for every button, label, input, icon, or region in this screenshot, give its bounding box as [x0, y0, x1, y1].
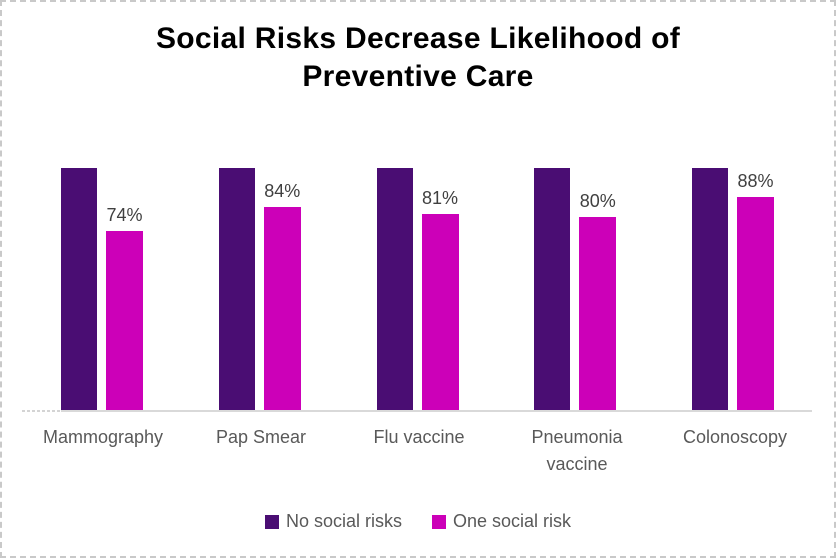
legend-item-no-social-risks: No social risks — [264, 511, 402, 532]
bar-group-mammography: 74% — [61, 168, 143, 411]
chart-title-line-1: Social Risks Decrease Likelihood of — [155, 22, 681, 55]
bar-one-social-risk-colonoscopy: 88% — [737, 171, 774, 411]
category-axis-labels: Mammography Pap Smear Flu vaccine Pneumonia… — [27, 424, 811, 478]
bar-no-social-risks-pap-smear — [218, 168, 255, 411]
bar-one-social-risk-flu-vaccine: 81% — [421, 188, 459, 411]
bar-no-social-risks-flu-vaccine — [376, 168, 413, 411]
legend-label-one-social-risk: One social risk — [452, 511, 572, 531]
category-label-pap-smear: Pap Smear — [215, 427, 307, 447]
category-label-mammography: Mammography — [42, 427, 164, 447]
legend-swatch-one-social-risk — [431, 514, 446, 529]
legend: No social risks One social risk — [2, 511, 834, 532]
bar-group-pap-smear: 84% — [218, 168, 301, 411]
category-label-pneumonia-vaccine: Pneumonia vaccine — [531, 427, 623, 474]
legend-label-no-social-risks: No social risks — [285, 511, 402, 531]
bar-one-social-risk-pap-smear: 84% — [263, 181, 301, 411]
bar-no-social-risks-mammography — [61, 168, 97, 411]
bar-group-pneumonia-vaccine: 80% — [534, 168, 617, 411]
bar-one-social-risk-mammography: 74% — [106, 205, 143, 411]
legend-item-one-social-risk: One social risk — [431, 511, 572, 532]
legend-swatch-no-social-risks — [264, 514, 279, 529]
plot-area: 74% 84% 81% 80% 88% — [61, 168, 774, 411]
bar-no-social-risks-pneumonia-vaccine — [534, 168, 571, 411]
x-axis-line-left-dash — [22, 410, 61, 412]
category-label-flu-vaccine: Flu vaccine — [373, 427, 465, 447]
data-label-pneumonia-vaccine: 80% — [579, 190, 616, 211]
bar-one-social-risk-pneumonia-vaccine: 80% — [579, 191, 617, 411]
x-axis-line — [61, 410, 812, 412]
data-label-pap-smear: 84% — [264, 180, 301, 201]
chart-title: Social Risks Decrease Likelihood of Prev… — [2, 20, 834, 96]
data-label-colonoscopy: 88% — [737, 171, 774, 192]
bar-group-colonoscopy: 88% — [692, 168, 774, 411]
category-label-colonoscopy: Colonoscopy — [682, 427, 788, 447]
chart-title-line-2: Preventive Care — [302, 60, 534, 93]
data-label-mammography: 74% — [106, 205, 143, 226]
bar-no-social-risks-colonoscopy — [692, 168, 728, 411]
bar-group-flu-vaccine: 81% — [376, 168, 459, 411]
data-label-flu-vaccine: 81% — [421, 188, 459, 209]
